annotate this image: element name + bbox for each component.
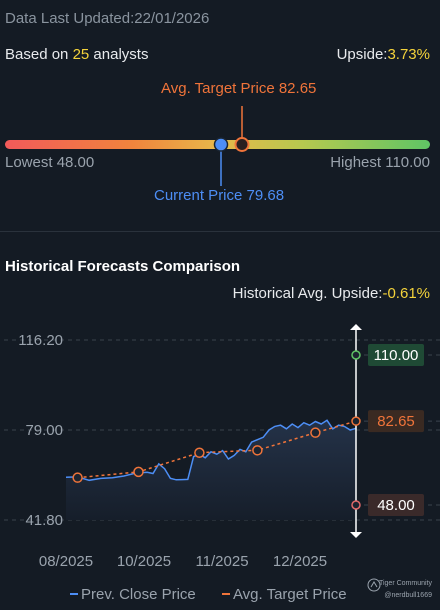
price-area <box>66 420 356 520</box>
orange-dash-icon <box>221 593 230 595</box>
marker-badge <box>368 494 424 516</box>
blue-line-icon <box>70 593 78 595</box>
y-tick-label: 41.80 <box>25 512 63 529</box>
x-tick-label: 10/2025 <box>117 553 171 570</box>
brand-watermark: Tiger Community @nerdbull1669 <box>367 578 432 602</box>
current-price-label: Current Price 79.68 <box>154 187 285 204</box>
tiger-logo-icon <box>367 578 381 592</box>
x-tick-label: 08/2025 <box>39 553 93 570</box>
marker-label: 82.65 <box>377 413 415 430</box>
marker-label: 48.00 <box>377 497 415 514</box>
upside-label: Upside: <box>336 46 388 63</box>
upside-value: 3.73% <box>387 46 430 63</box>
historical-upside-label: Historical Avg. Upside: <box>232 285 383 302</box>
historical-avg-upside: Historical Avg. Upside:-0.61% <box>233 285 430 302</box>
marker-dot <box>351 500 361 510</box>
analyst-count-text: Based on 25 analysts <box>5 46 148 63</box>
section-divider <box>0 231 440 232</box>
x-tick-label: 12/2025 <box>273 553 327 570</box>
highest-price-label: Highest 110.00 <box>330 154 430 171</box>
marker-badge <box>368 410 424 433</box>
legend-prev-close-label: Prev. Close Price <box>81 585 196 603</box>
upside-text: Upside:3.73% <box>337 46 430 63</box>
range-dots <box>213 137 250 152</box>
prev-close-line <box>65 419 357 482</box>
avg-target-dot <box>234 137 250 152</box>
x-tick-label: 11/2025 <box>195 553 248 570</box>
range-markers <box>220 106 243 186</box>
y-tick-label: 116.20 <box>18 332 63 349</box>
range-top-arrow <box>350 324 362 330</box>
historical-forecasts-title: Historical Forecasts Comparison <box>5 258 241 275</box>
data-last-updated: Data Last Updated:22/01/2026 <box>5 10 210 27</box>
avg-target-point <box>310 427 321 438</box>
legend-prev-close[interactable]: Prev. Close Price <box>70 586 196 603</box>
avg-target-price-label: Avg. Target Price 82.65 <box>161 80 317 97</box>
based-on-prefix: Based on <box>5 46 73 63</box>
brand-handle: @nerdbull1669 <box>384 592 432 599</box>
y-tick-label: 79.00 <box>25 422 63 439</box>
based-on-suffix: analysts <box>89 46 149 63</box>
marker-dot <box>351 416 361 426</box>
historical-forecast-chart[interactable]: 116.20 79.00 41.80 08/2025 10/2025 11/2025 12/… <box>0 320 440 570</box>
lowest-price-label: Lowest 48.00 <box>5 154 95 171</box>
avg-target-point <box>194 447 205 458</box>
brand-name: Tiger Community <box>378 580 432 587</box>
current-price-dot <box>213 137 229 152</box>
chart-legend: Prev. Close Price Avg. Target Price <box>70 582 369 603</box>
legend-avg-target[interactable]: Avg. Target Price <box>221 585 347 603</box>
marker-badge <box>368 344 424 366</box>
avg-target-point <box>133 466 144 478</box>
historical-upside-value: -0.61% <box>382 285 430 302</box>
marker-dot <box>351 350 361 360</box>
avg-target-point <box>252 445 263 456</box>
legend-avg-target-label: Avg. Target Price <box>232 585 347 603</box>
range-bottom-arrow <box>350 532 362 538</box>
marker-label: 110.00 <box>374 347 419 364</box>
analyst-count: 25 <box>72 46 90 63</box>
avg-target-line <box>77 420 357 479</box>
avg-target-point <box>72 472 83 483</box>
